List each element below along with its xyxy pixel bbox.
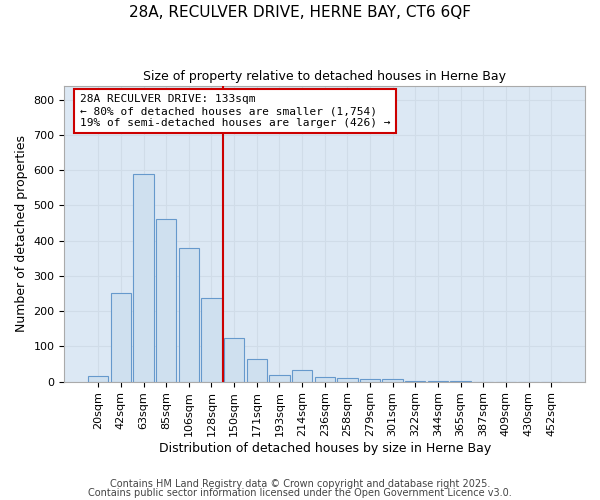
Y-axis label: Number of detached properties: Number of detached properties — [15, 135, 28, 332]
Bar — [382, 379, 403, 382]
Bar — [224, 338, 244, 382]
Bar — [133, 174, 154, 382]
Bar — [360, 379, 380, 382]
Bar — [179, 248, 199, 382]
X-axis label: Distribution of detached houses by size in Herne Bay: Distribution of detached houses by size … — [158, 442, 491, 455]
Bar — [405, 380, 425, 382]
Bar — [269, 374, 290, 382]
Bar — [156, 220, 176, 382]
Bar — [428, 380, 448, 382]
Bar — [201, 298, 221, 382]
Text: Contains HM Land Registry data © Crown copyright and database right 2025.: Contains HM Land Registry data © Crown c… — [110, 479, 490, 489]
Text: 28A RECULVER DRIVE: 133sqm
← 80% of detached houses are smaller (1,754)
19% of s: 28A RECULVER DRIVE: 133sqm ← 80% of deta… — [80, 94, 391, 128]
Bar — [111, 294, 131, 382]
Bar — [292, 370, 312, 382]
Bar — [337, 378, 358, 382]
Bar — [314, 378, 335, 382]
Text: 28A, RECULVER DRIVE, HERNE BAY, CT6 6QF: 28A, RECULVER DRIVE, HERNE BAY, CT6 6QF — [129, 5, 471, 20]
Bar — [88, 376, 109, 382]
Text: Contains public sector information licensed under the Open Government Licence v3: Contains public sector information licen… — [88, 488, 512, 498]
Bar — [247, 358, 267, 382]
Title: Size of property relative to detached houses in Herne Bay: Size of property relative to detached ho… — [143, 70, 506, 83]
